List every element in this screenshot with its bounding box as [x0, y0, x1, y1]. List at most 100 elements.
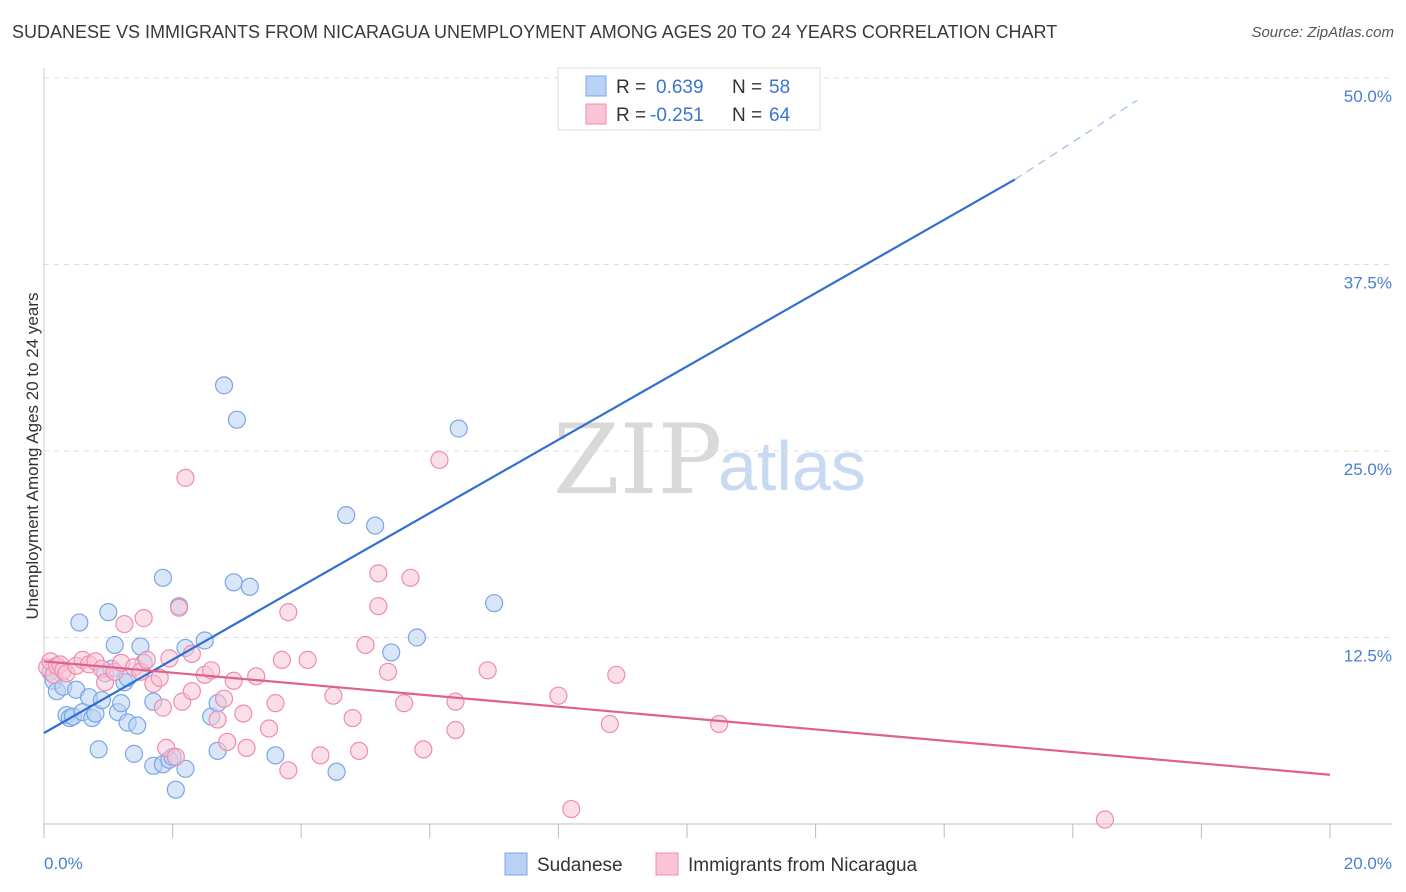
sudanese-point — [176, 759, 195, 778]
watermark-zip: ZIP — [553, 404, 722, 516]
y-tick-label: 37.5% — [1344, 274, 1392, 293]
sudanese-point — [128, 716, 147, 735]
nicaragua-point — [446, 720, 465, 740]
legend-n-value-nicaragua: 64 — [769, 105, 791, 126]
nicaragua-point — [218, 732, 237, 752]
nicaragua-point — [169, 598, 189, 617]
nicaragua-point — [1095, 810, 1115, 829]
nicaragua-point — [160, 649, 179, 668]
nicaragua-point — [259, 719, 279, 738]
bottom-legend-label-sudanese: Sudanese — [537, 855, 623, 876]
nicaragua-point — [134, 609, 153, 628]
sudanese-point — [485, 594, 504, 613]
nicaragua-point — [115, 614, 134, 634]
sudanese-point — [227, 410, 246, 429]
legend: R = 0.639 N = 58 R = -0.251 N = 64 — [557, 67, 821, 131]
y-axis-label: Unemployment Among Ages 20 to 24 years — [23, 293, 42, 620]
sudanese-point — [224, 573, 243, 592]
sudanese-point — [70, 613, 89, 632]
nicaragua-point — [549, 686, 568, 705]
nicaragua-point — [349, 741, 369, 760]
nicaragua-point — [176, 468, 195, 487]
axes — [43, 68, 1392, 838]
bottom-legend-label-nicaragua: Immigrants from Nicaragua — [688, 855, 918, 876]
legend-r-label-nicaragua: R = — [616, 105, 646, 126]
nicaragua-point — [446, 692, 465, 711]
nicaragua-point — [224, 671, 243, 690]
x-tick-labels: 0.0% 20.0% — [44, 854, 1392, 873]
legend-r-label-sudanese: R = — [616, 77, 646, 98]
nicaragua-point — [369, 597, 388, 616]
sudanese-point — [153, 568, 173, 587]
legend-n-label-nicaragua: N = — [732, 105, 762, 126]
nicaragua-trend-line — [43, 660, 1331, 776]
legend-r-value-nicaragua: -0.251 — [650, 105, 704, 126]
nicaragua-point — [266, 694, 285, 713]
nicaragua-point — [430, 450, 449, 470]
nicaragua-point — [394, 694, 414, 713]
sudanese-point — [266, 746, 285, 765]
sudanese-point — [382, 643, 401, 662]
nicaragua-point — [401, 568, 420, 587]
sudanese-point — [449, 419, 468, 438]
sudanese-point — [214, 376, 234, 395]
sudanese-point — [124, 744, 144, 763]
y-tick-label: 25.0% — [1344, 460, 1392, 479]
nicaragua-point — [378, 662, 398, 681]
x-tick-label: 20.0% — [1344, 854, 1392, 873]
sudanese-trend-line — [43, 178, 1016, 734]
legend-swatch-sudanese — [585, 75, 607, 97]
legend-n-label-sudanese: N = — [732, 77, 762, 98]
trend-lines — [43, 99, 1331, 776]
sudanese-point — [99, 603, 118, 622]
sudanese-trend-extension — [1014, 99, 1138, 180]
bottom-legend: Sudanese Immigrants from Nicaragua — [504, 852, 918, 876]
y-tick-label: 12.5% — [1344, 647, 1392, 666]
nicaragua-point — [272, 650, 292, 669]
bottom-legend-swatch-sudanese — [504, 852, 528, 876]
nicaragua-point — [150, 668, 169, 687]
nicaragua-point — [356, 635, 375, 655]
legend-r-value-sudanese: 0.639 — [656, 77, 704, 98]
nicaragua-point — [237, 738, 256, 758]
y-tick-labels: 12.5% 25.0% 37.5% 50.0% — [1344, 87, 1392, 666]
chart-source: Source: ZipAtlas.com — [1251, 24, 1394, 41]
sudanese-point — [240, 577, 259, 596]
nicaragua-point — [298, 650, 317, 669]
nicaragua-point — [202, 661, 221, 680]
sudanese-point — [337, 506, 356, 525]
nicaragua-point — [234, 704, 253, 723]
y-tick-label: 50.0% — [1344, 87, 1392, 106]
nicaragua-point — [208, 710, 227, 729]
nicaragua-point — [710, 714, 729, 734]
legend-n-value-sudanese: 58 — [769, 77, 790, 98]
sudanese-point — [366, 516, 385, 535]
nicaragua-point — [369, 564, 388, 583]
nicaragua-point — [279, 761, 298, 780]
x-tick-label: 0.0% — [44, 854, 83, 873]
nicaragua-point — [153, 698, 173, 717]
sudanese-point — [105, 635, 124, 655]
sudanese-point — [327, 762, 346, 781]
grid — [44, 77, 1392, 638]
sudanese-point — [407, 628, 427, 647]
nicaragua-point — [562, 799, 581, 819]
sudanese-point — [112, 694, 131, 713]
nicaragua-point — [214, 689, 234, 708]
watermark-atlas: atlas — [718, 427, 866, 505]
nicaragua-point — [324, 686, 343, 705]
nicaragua-point — [137, 650, 156, 669]
nicaragua-point — [607, 665, 626, 684]
nicaragua-point — [343, 708, 362, 728]
legend-swatch-nicaragua — [585, 103, 607, 125]
sudanese-point — [89, 740, 108, 759]
nicaragua-points — [38, 450, 1115, 829]
nicaragua-point — [414, 740, 433, 759]
chart-title: SUDANESE VS IMMIGRANTS FROM NICARAGUA UN… — [12, 22, 1058, 42]
nicaragua-point — [600, 714, 619, 734]
nicaragua-point — [311, 746, 330, 765]
nicaragua-point — [166, 747, 185, 766]
nicaragua-point — [247, 667, 266, 686]
bottom-legend-swatch-nicaragua — [655, 852, 679, 876]
